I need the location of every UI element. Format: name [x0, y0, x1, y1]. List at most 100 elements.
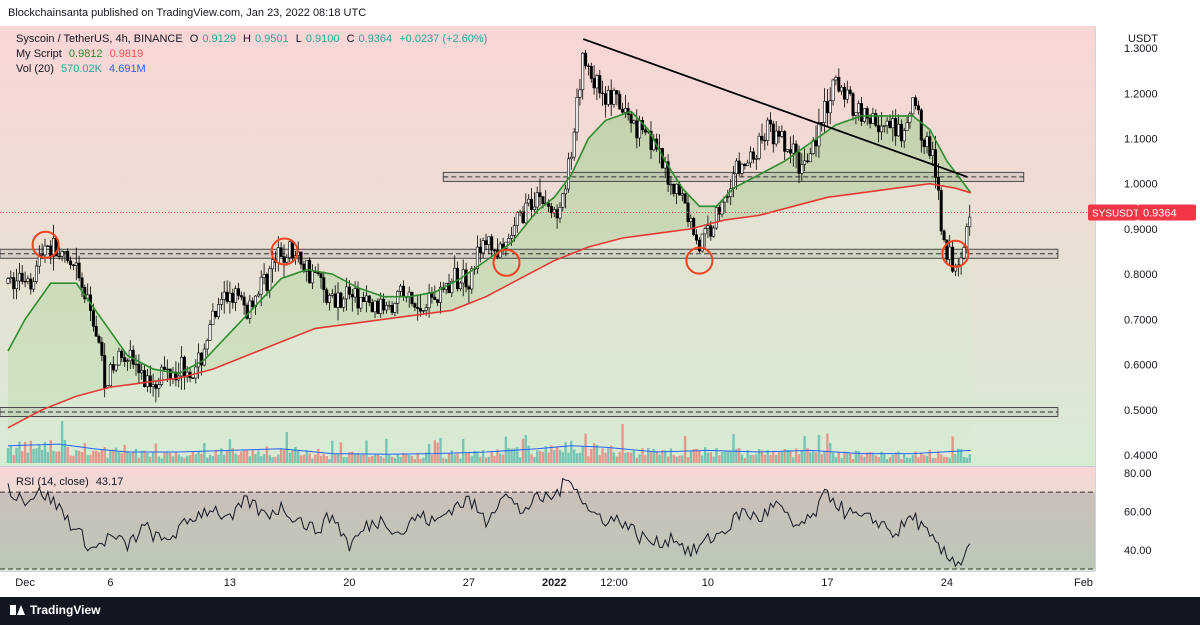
highlight-circle[interactable]	[941, 239, 970, 268]
volume-bar	[362, 453, 365, 463]
volume-bar	[726, 450, 729, 463]
ema-slow-line[interactable]	[7, 182, 972, 429]
candle-body	[330, 293, 334, 296]
volume-bar	[900, 459, 903, 463]
volume-bar	[669, 448, 673, 463]
candle-body	[237, 288, 241, 296]
candle-body	[521, 211, 525, 224]
volume-bar	[803, 436, 806, 463]
volume-bar	[501, 454, 505, 463]
volume-bar	[516, 446, 519, 463]
highlight-circle[interactable]	[31, 230, 60, 259]
candle-body	[160, 366, 164, 385]
candle-body	[825, 101, 829, 114]
candle-body	[231, 292, 235, 303]
script-name[interactable]: My Script	[16, 48, 62, 60]
candle-body	[345, 286, 349, 300]
volume-layer	[6, 421, 971, 463]
volume-bar	[934, 458, 937, 463]
candle-body	[57, 255, 61, 258]
trendline[interactable]	[582, 38, 968, 178]
highlight-circle[interactable]	[270, 237, 299, 266]
volume-bar	[880, 451, 883, 463]
rsi-line[interactable]	[7, 477, 971, 568]
candle-body	[561, 193, 565, 208]
volume-bar	[32, 448, 35, 463]
highlight-circle[interactable]	[685, 246, 714, 275]
volume-bar	[738, 448, 741, 463]
candle-body	[256, 293, 260, 297]
volume-bar	[783, 449, 786, 463]
volume-bar	[433, 440, 436, 463]
volume-bar	[154, 443, 158, 463]
candle-body	[948, 246, 952, 260]
volume-name[interactable]: Vol (20)	[16, 63, 54, 75]
volume-bar	[504, 436, 508, 463]
candle-body	[211, 310, 215, 326]
volume-bar	[63, 440, 67, 463]
rsi-name[interactable]: RSI (14, close)	[16, 476, 89, 488]
volume-bar	[743, 458, 747, 463]
candle-body	[510, 235, 514, 239]
volume-bar	[849, 452, 852, 463]
volume-bar	[965, 457, 968, 463]
volume-bar	[413, 459, 417, 463]
candle-body	[487, 236, 491, 245]
candle-body	[737, 160, 741, 174]
candle-body	[842, 86, 846, 100]
volume-bar	[120, 453, 123, 463]
highlight-circle[interactable]	[492, 248, 521, 277]
tradingview-logo[interactable]: TradingView	[10, 603, 100, 617]
candle-body	[225, 291, 229, 302]
candle-body	[202, 348, 206, 366]
candle-body	[877, 125, 881, 133]
volume-bar	[225, 450, 229, 463]
volume-bar	[487, 456, 490, 463]
candle-body	[859, 103, 863, 122]
volume-bar	[917, 457, 920, 463]
volume-bar	[942, 456, 946, 463]
candle-body	[191, 377, 195, 379]
candle-body	[143, 370, 147, 388]
volume-bar	[536, 450, 539, 463]
candle-body	[305, 259, 309, 272]
volume-bar	[40, 449, 44, 463]
volume-bar	[100, 449, 104, 463]
candle-body	[902, 130, 906, 142]
symbol-title[interactable]: Syscoin / TetherUS, 4h, BINANCE	[16, 33, 183, 45]
candle-body	[791, 143, 795, 154]
volume-bar	[627, 452, 630, 463]
close-value: 0.9364	[358, 33, 393, 45]
volume-bar	[12, 455, 15, 463]
candle-body	[114, 364, 118, 371]
volume-bar	[97, 452, 101, 463]
candle-body	[629, 114, 633, 124]
volume-bar	[134, 448, 138, 463]
volume-bar	[911, 454, 914, 463]
volume-bar	[171, 456, 175, 463]
volume-bar	[575, 453, 579, 463]
candle-body	[578, 89, 582, 98]
volume-bar	[302, 454, 306, 463]
candle-body	[771, 123, 775, 145]
ema-fast-line[interactable]	[7, 110, 972, 375]
candle-body	[780, 131, 784, 137]
chart-canvas[interactable]: SYSUSDT 0.9364 0.4000 0.5000 0.6000 0.7000 0.8…	[0, 26, 1200, 597]
footer-brand: TradingView	[30, 603, 101, 617]
volume-bar	[379, 456, 382, 463]
volume-bar	[718, 455, 721, 463]
volume-bar	[701, 455, 704, 463]
candle-body	[248, 300, 252, 319]
volume-bar	[635, 457, 638, 463]
candle-body	[925, 136, 929, 147]
volume-bar	[399, 457, 402, 463]
candle-body	[740, 163, 744, 174]
candle-body	[834, 76, 838, 81]
candle-body	[703, 228, 707, 235]
candle-body	[527, 198, 531, 204]
candle-body	[268, 268, 272, 291]
volume-bar	[689, 450, 692, 463]
volume-bar	[359, 454, 362, 463]
candle-body	[23, 281, 27, 283]
volume-bar	[550, 445, 553, 463]
